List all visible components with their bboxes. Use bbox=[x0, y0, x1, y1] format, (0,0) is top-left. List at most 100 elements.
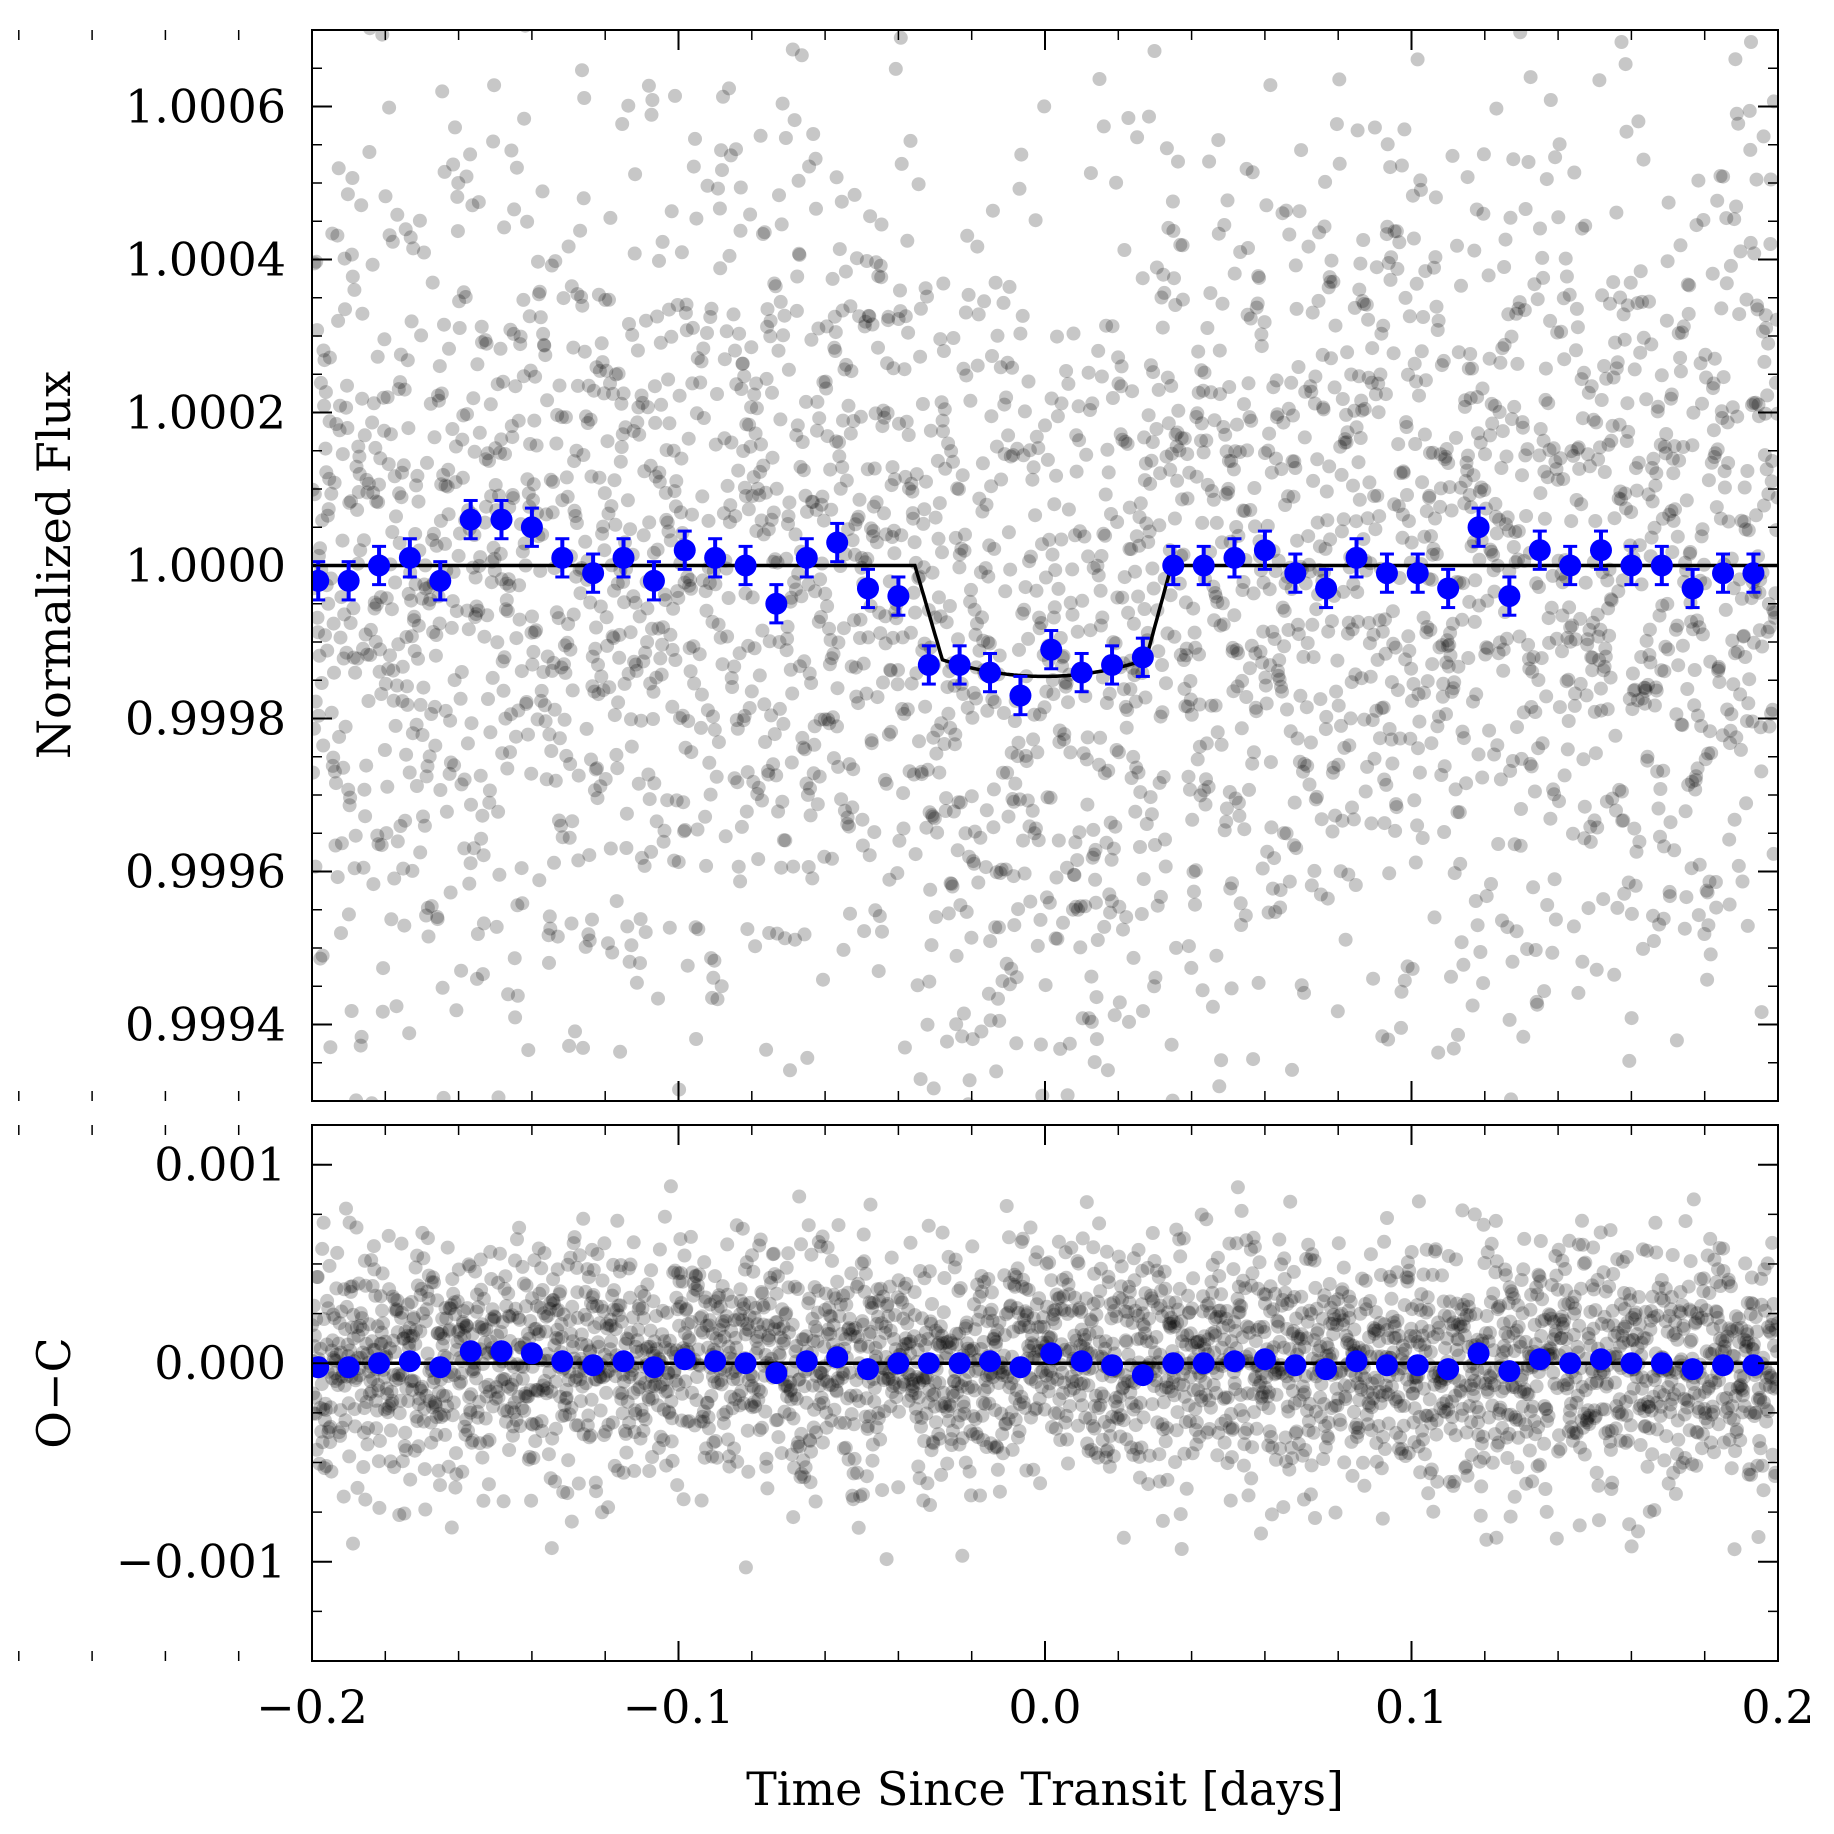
raw-data-point bbox=[1251, 269, 1266, 284]
raw-data-point bbox=[1175, 238, 1190, 253]
raw-data-point bbox=[1330, 1004, 1345, 1019]
raw-data-point bbox=[1092, 757, 1107, 772]
raw-data-point bbox=[475, 335, 489, 350]
raw-data-point bbox=[1341, 867, 1356, 882]
raw-data-point bbox=[686, 159, 701, 174]
raw-data-point bbox=[730, 1454, 745, 1469]
raw-data-point bbox=[578, 1284, 593, 1299]
raw-data-point bbox=[648, 1377, 663, 1392]
raw-data-point bbox=[463, 1403, 478, 1418]
raw-data-point bbox=[1004, 745, 1019, 760]
raw-data-point bbox=[536, 665, 551, 679]
raw-data-point bbox=[765, 1247, 780, 1262]
raw-data-point bbox=[471, 603, 486, 618]
raw-data-point bbox=[1331, 757, 1346, 772]
raw-data-point bbox=[1230, 417, 1244, 432]
raw-data-point bbox=[1239, 161, 1254, 176]
raw-data-point bbox=[1185, 812, 1200, 827]
raw-data-point bbox=[1507, 399, 1522, 414]
raw-data-point bbox=[361, 694, 376, 708]
raw-data-point bbox=[380, 779, 395, 794]
raw-data-point bbox=[570, 1285, 585, 1300]
raw-data-point bbox=[532, 284, 547, 299]
raw-data-point bbox=[1654, 663, 1669, 678]
raw-data-point bbox=[963, 393, 978, 408]
raw-data-point bbox=[1061, 502, 1076, 517]
raw-data-point bbox=[531, 254, 545, 269]
raw-data-point bbox=[1284, 375, 1299, 390]
raw-data-point bbox=[660, 515, 675, 530]
raw-data-point bbox=[896, 821, 911, 836]
raw-data-point bbox=[1281, 401, 1296, 416]
raw-data-point bbox=[706, 1369, 720, 1384]
raw-data-point bbox=[1110, 515, 1125, 529]
raw-data-point bbox=[1163, 588, 1178, 603]
raw-data-point bbox=[786, 1510, 801, 1525]
raw-data-point bbox=[346, 650, 361, 665]
raw-data-point bbox=[633, 1371, 648, 1386]
raw-data-point bbox=[707, 1375, 722, 1390]
raw-data-point bbox=[1169, 940, 1184, 955]
raw-data-point bbox=[559, 748, 574, 763]
raw-data-point bbox=[927, 811, 942, 826]
raw-data-point bbox=[857, 319, 872, 334]
raw-data-point bbox=[1729, 730, 1744, 745]
raw-data-point bbox=[985, 203, 1000, 218]
raw-data-point bbox=[1468, 573, 1483, 588]
raw-data-point bbox=[590, 791, 605, 806]
raw-data-point bbox=[598, 1424, 613, 1439]
raw-data-point bbox=[712, 1323, 727, 1338]
raw-data-point bbox=[1738, 522, 1753, 537]
raw-data-point bbox=[738, 586, 753, 601]
raw-data-point bbox=[1164, 378, 1179, 393]
raw-data-point bbox=[409, 1409, 424, 1424]
raw-data-point bbox=[995, 974, 1010, 989]
raw-data-point bbox=[1671, 326, 1686, 341]
raw-data-point bbox=[1195, 983, 1210, 998]
raw-data-point bbox=[1346, 812, 1361, 827]
raw-data-point bbox=[852, 309, 867, 324]
raw-data-point bbox=[992, 648, 1007, 663]
raw-data-point bbox=[797, 654, 812, 669]
raw-data-point bbox=[1679, 493, 1694, 508]
raw-data-point bbox=[641, 1390, 656, 1404]
raw-data-point bbox=[1432, 640, 1447, 655]
raw-data-point bbox=[1367, 489, 1382, 504]
raw-data-point bbox=[386, 663, 401, 678]
raw-data-point bbox=[776, 328, 791, 343]
raw-data-point bbox=[1297, 985, 1311, 1000]
raw-data-point bbox=[1524, 759, 1539, 774]
raw-data-point bbox=[967, 602, 982, 617]
raw-data-point bbox=[354, 1029, 369, 1044]
raw-data-point bbox=[409, 779, 424, 793]
raw-data-point bbox=[481, 692, 495, 706]
raw-data-point bbox=[913, 349, 928, 364]
raw-data-point bbox=[670, 584, 685, 599]
raw-data-point bbox=[759, 371, 774, 386]
raw-data-point bbox=[736, 1396, 751, 1411]
raw-data-point bbox=[559, 470, 574, 485]
raw-data-point bbox=[1188, 640, 1203, 655]
raw-data-point bbox=[784, 590, 799, 605]
raw-data-point bbox=[529, 623, 544, 638]
binned-data-point bbox=[917, 653, 940, 676]
raw-data-point bbox=[565, 683, 580, 698]
raw-data-point bbox=[807, 737, 822, 752]
raw-data-point bbox=[312, 625, 325, 640]
raw-data-point bbox=[1601, 437, 1616, 452]
raw-data-point bbox=[1304, 384, 1319, 399]
raw-data-point bbox=[563, 757, 578, 771]
raw-data-point bbox=[554, 818, 568, 833]
raw-data-point bbox=[1757, 498, 1771, 513]
raw-data-point bbox=[327, 475, 342, 490]
raw-data-point bbox=[1713, 169, 1728, 183]
raw-data-point bbox=[1133, 840, 1147, 854]
raw-data-point bbox=[1402, 309, 1417, 324]
raw-data-point bbox=[685, 507, 699, 522]
raw-data-point bbox=[580, 1262, 595, 1277]
raw-data-point bbox=[473, 1252, 488, 1267]
raw-data-point bbox=[1458, 474, 1473, 488]
raw-data-point bbox=[330, 228, 345, 243]
raw-data-point bbox=[775, 1302, 790, 1317]
raw-data-point bbox=[649, 1342, 664, 1357]
